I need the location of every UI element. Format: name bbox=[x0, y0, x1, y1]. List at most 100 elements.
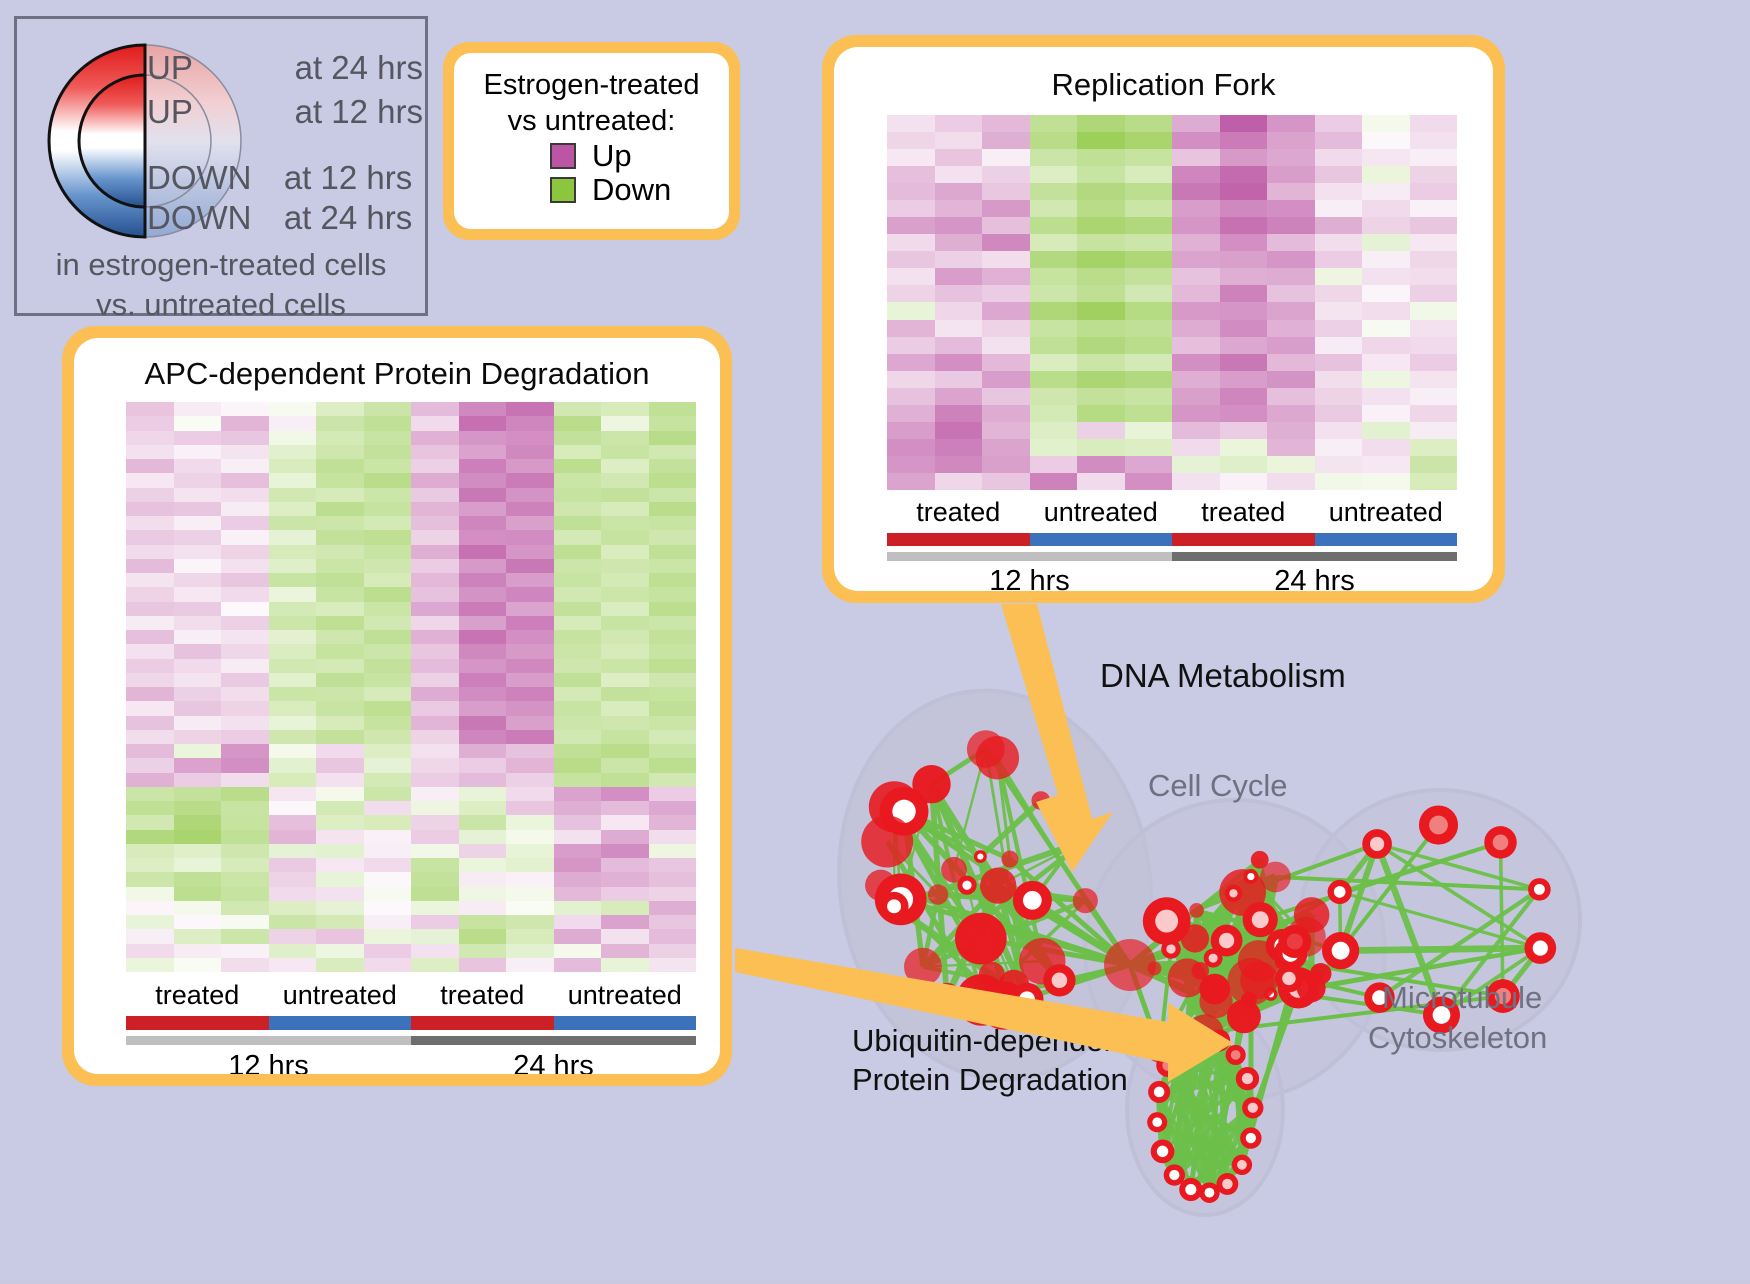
heatmap-cell bbox=[459, 744, 507, 758]
heatmap-cell bbox=[126, 616, 174, 630]
heatmap-cell bbox=[601, 459, 649, 473]
heatmap-cell bbox=[364, 630, 412, 644]
group-color-bar bbox=[554, 1016, 697, 1030]
heatmap-cell bbox=[601, 587, 649, 601]
heatmap-cell bbox=[1077, 405, 1125, 422]
heatmap-cell bbox=[269, 929, 317, 943]
heatmap-cell bbox=[1267, 354, 1315, 371]
heatmap-cell bbox=[1410, 149, 1458, 166]
heatmap-cell bbox=[1077, 302, 1125, 319]
heatmap-cell bbox=[364, 573, 412, 587]
heatmap-cell bbox=[1362, 149, 1410, 166]
heatmap-cell bbox=[1030, 456, 1078, 473]
cluster-label-microtubule-line1: Microtubule bbox=[1382, 980, 1542, 1016]
heatmap-cell bbox=[269, 901, 317, 915]
heatmap-cell bbox=[1267, 456, 1315, 473]
heatmap-cell bbox=[1410, 200, 1458, 217]
group-color-bar bbox=[1315, 533, 1458, 546]
heatmap-cell bbox=[1267, 285, 1315, 302]
heatmap-cell bbox=[1030, 183, 1078, 200]
heatmap-cell bbox=[554, 716, 602, 730]
time-label: 12 hrs bbox=[887, 565, 1172, 591]
heatmap-cell bbox=[554, 445, 602, 459]
heatmap-cell bbox=[1315, 388, 1363, 405]
heatmap-cell bbox=[887, 405, 935, 422]
heatmap-cell bbox=[506, 673, 554, 687]
network-node-core bbox=[1493, 835, 1509, 851]
heatmap-cell bbox=[316, 516, 364, 530]
heatmap-cell bbox=[1172, 405, 1220, 422]
heatmap-cell bbox=[1220, 200, 1268, 217]
heatmap-cell bbox=[1220, 354, 1268, 371]
heatmap-cell bbox=[506, 844, 554, 858]
heatmap-cell bbox=[649, 559, 697, 573]
heatmap-cell bbox=[316, 872, 364, 886]
heatmap-cell bbox=[935, 388, 983, 405]
heatmap-cell bbox=[1315, 234, 1363, 251]
heatmap-cell bbox=[126, 559, 174, 573]
network-edge bbox=[1501, 842, 1503, 996]
heatmap-cell bbox=[411, 844, 459, 858]
heatmap-cell bbox=[982, 166, 1030, 183]
heatmap-cell bbox=[554, 488, 602, 502]
heatmap-cell bbox=[649, 744, 697, 758]
heatmap-cell bbox=[506, 887, 554, 901]
heatmap-cell bbox=[126, 787, 174, 801]
heatmap-cell bbox=[174, 787, 222, 801]
heatmap-cell bbox=[1267, 200, 1315, 217]
heatmap-cell bbox=[459, 673, 507, 687]
heatmap-cell bbox=[1220, 285, 1268, 302]
heatmap-cell bbox=[174, 915, 222, 929]
heatmap-cell bbox=[459, 545, 507, 559]
heatmap-cell bbox=[601, 516, 649, 530]
heatmap-cell bbox=[1267, 183, 1315, 200]
heatmap-cell bbox=[1315, 320, 1363, 337]
replication-fork-group-bar bbox=[887, 533, 1457, 546]
heatmap-cell bbox=[1077, 166, 1125, 183]
heatmap-cell bbox=[554, 830, 602, 844]
heatmap-cell bbox=[126, 445, 174, 459]
heatmap-cell bbox=[174, 644, 222, 658]
heatmap-cell bbox=[1410, 302, 1458, 319]
heatmap-cell bbox=[1267, 166, 1315, 183]
heatmap-cell bbox=[174, 901, 222, 915]
network-node-core bbox=[1242, 1073, 1253, 1084]
heatmap-cell bbox=[1267, 251, 1315, 268]
heatmap-cell bbox=[601, 730, 649, 744]
heatmap-cell bbox=[1125, 200, 1173, 217]
heatmap-cell bbox=[316, 488, 364, 502]
key-row-up-12: UP at 12 hrs bbox=[147, 93, 423, 131]
heatmap-cell bbox=[1362, 132, 1410, 149]
heatmap-cell bbox=[982, 115, 1030, 132]
heatmap-cell bbox=[887, 183, 935, 200]
heatmap-cell bbox=[411, 402, 459, 416]
heatmap-cell bbox=[126, 758, 174, 772]
heatmap-cell bbox=[1172, 320, 1220, 337]
heatmap-cell bbox=[411, 644, 459, 658]
heatmap-cell bbox=[126, 844, 174, 858]
heatmap-cell bbox=[982, 268, 1030, 285]
heatmap-cell bbox=[1125, 149, 1173, 166]
network-node bbox=[1238, 940, 1280, 982]
heatmap-cell bbox=[411, 416, 459, 430]
heatmap-cell bbox=[649, 944, 697, 958]
network-node-core bbox=[1214, 1035, 1225, 1046]
heatmap-cell bbox=[506, 630, 554, 644]
heatmap-cell bbox=[174, 445, 222, 459]
heatmap-cell bbox=[649, 573, 697, 587]
heatmap-cell bbox=[649, 687, 697, 701]
heatmap-cell bbox=[1077, 149, 1125, 166]
heatmap-cell bbox=[1220, 456, 1268, 473]
heatmap-cell bbox=[316, 716, 364, 730]
heatmap-cell bbox=[1077, 337, 1125, 354]
heatmap-cell bbox=[221, 516, 269, 530]
heatmap-cell bbox=[982, 422, 1030, 439]
heatmap-cell bbox=[506, 502, 554, 516]
heatmap-cell bbox=[1172, 388, 1220, 405]
heatmap-cell bbox=[1172, 183, 1220, 200]
heatmap-cell bbox=[364, 659, 412, 673]
heatmap-cell bbox=[601, 830, 649, 844]
heatmap-cell bbox=[649, 502, 697, 516]
heatmap-cell bbox=[649, 431, 697, 445]
